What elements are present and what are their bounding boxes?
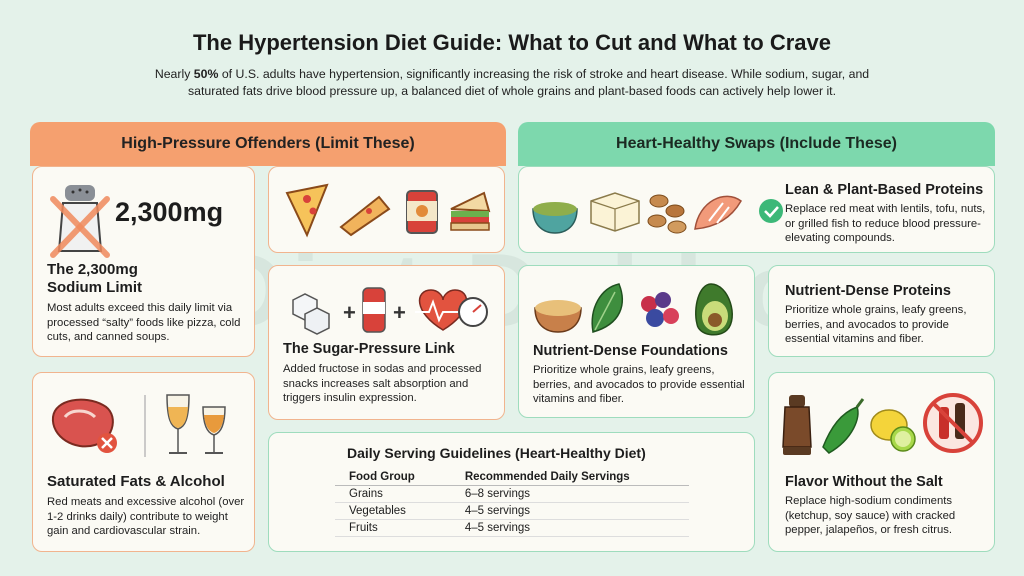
sodium-figure: 2,300mg (115, 197, 224, 227)
card-body: Prioritize whole grains, leafy greens, b… (785, 304, 967, 345)
protein-icons (532, 192, 783, 234)
servings-table: Food Group Recommended Daily Servings Gra… (335, 469, 689, 537)
table-row: Fruits 4–5 servings (335, 519, 689, 537)
card-body: Replace red meat with lentils, tofu, nut… (785, 203, 986, 244)
section-heading: High-Pressure Offenders (Limit These) (30, 122, 506, 166)
fats-card: Saturated Fats & Alcohol Red meats and e… (32, 372, 255, 552)
intro: Nearly 50% of U.S. adults have hypertens… (150, 66, 874, 100)
card-body: Replace high-sodium condiments (ketchup,… (785, 495, 956, 536)
salt-shaker-icon (50, 185, 110, 258)
table-title: Daily Serving Guidelines (Heart-Healthy … (347, 445, 646, 461)
proteins-card: Lean & Plant-Based Proteins Replace red … (518, 166, 995, 253)
section-heading: Heart-Healthy Swaps (Include These) (518, 122, 995, 166)
page-title: The Hypertension Diet Guide: What to Cut… (192, 30, 832, 55)
fats-icons (51, 394, 226, 457)
intro-text: of U.S. adults have hypertension, signif… (187, 67, 870, 98)
svg-text:+: + (343, 300, 356, 325)
table-header-row: Food Group Recommended Daily Servings (335, 469, 689, 486)
sugar-card: + + The Sugar-Pressure Link Added fructo… (268, 265, 505, 420)
foundations-card: Nutrient-Dense Foundations Prioritize wh… (518, 265, 755, 418)
card-title: Lean & Plant-Based Proteins (785, 182, 984, 198)
intro-stat: 50% (193, 67, 219, 81)
dense-proteins-card: Nutrient-Dense Proteins Prioritize whole… (768, 265, 995, 357)
card-body: Red meats and excessive alcohol (over 1-… (47, 496, 245, 537)
foundation-icons (534, 283, 733, 336)
flavor-card: Flavor Without the Salt Replace high-sod… (768, 372, 995, 552)
card-title: The 2,300mg Sodium Limit (47, 261, 142, 296)
table-cell: 4–5 servings (450, 519, 689, 537)
table-cell: Fruits (335, 519, 451, 537)
card-body: Prioritize whole grains, leafy greens, b… (533, 364, 745, 405)
column-header: Food Group (335, 469, 451, 486)
card-body: Most adults exceed this daily limit via … (47, 302, 241, 343)
table-row: Vegetables 4–5 servings (335, 502, 689, 520)
card-title: Nutrient-Dense Proteins (785, 283, 951, 299)
table-cell: 6–8 servings (450, 485, 689, 503)
processed-foods-card (268, 166, 505, 253)
card-title: Nutrient-Dense Foundations (533, 343, 728, 359)
table-card: Daily Serving Guidelines (Heart-Healthy … (268, 432, 755, 552)
sugar-icons: + + (292, 287, 488, 335)
table-cell: 4–5 servings (450, 502, 689, 520)
svg-text:+: + (393, 300, 406, 325)
intro-text: Nearly (154, 67, 191, 81)
flavor-icons (782, 393, 983, 455)
sodium-card: 2,300mg The 2,300mg Sodium Limit Most ad… (32, 166, 255, 357)
card-title: Flavor Without the Salt (785, 474, 943, 490)
card-title: The Sugar-Pressure Link (283, 341, 455, 357)
card-title: Saturated Fats & Alcohol (47, 473, 225, 490)
card-body: Added fructose in sodas and processed sn… (283, 363, 482, 404)
column-header: Recommended Daily Servings (450, 469, 689, 486)
processed-foods-icons (285, 183, 491, 238)
table-cell: Grains (335, 485, 451, 503)
table-row: Grains 6–8 servings (335, 485, 689, 503)
table-cell: Vegetables (335, 502, 451, 520)
